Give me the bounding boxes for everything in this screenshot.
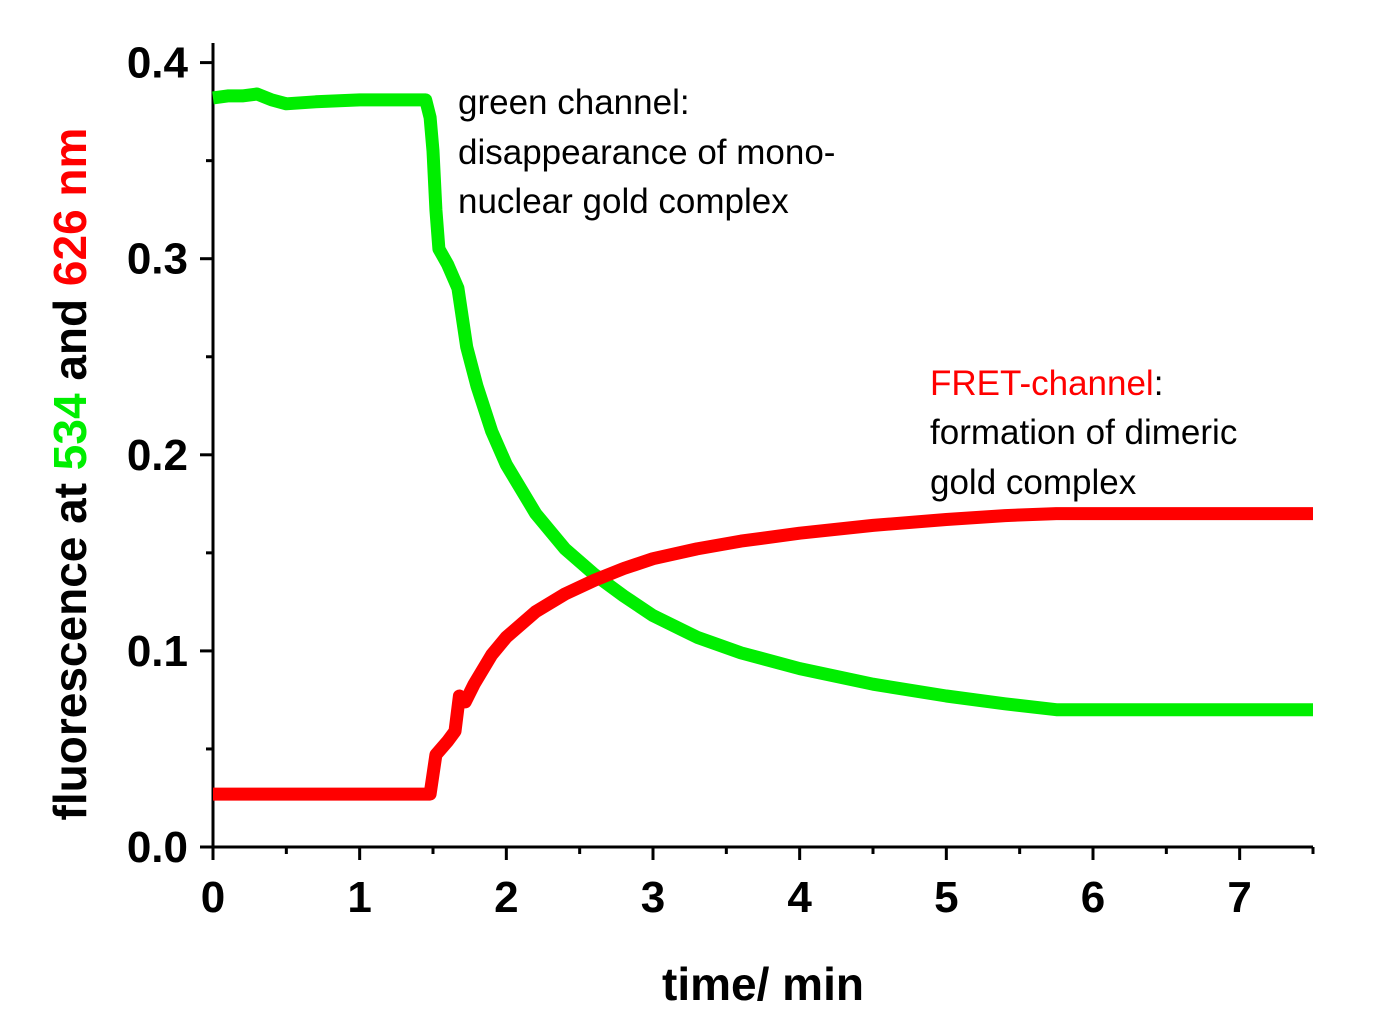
green-annotation-line-2: nuclear gold complex: [458, 182, 789, 221]
y-axis-ticks: 0.0 0.1 0.2 0.3 0.4: [127, 39, 213, 872]
series-line-green-channel: [212, 87, 1313, 717]
y-tick-label: 0.0: [127, 823, 188, 872]
x-tick-label: 5: [934, 873, 958, 922]
green-annotation-title: green channel:: [458, 83, 690, 122]
x-tick-label: 1: [347, 873, 371, 922]
x-tick-label: 7: [1227, 873, 1251, 922]
series-line-fret-channel: [213, 507, 1313, 801]
x-tick-label: 4: [787, 873, 812, 922]
fret-annotation: FRET-channel: formation of dimeric gold …: [930, 364, 1237, 502]
x-tick-label: 2: [494, 873, 518, 922]
y-tick-label: 0.2: [127, 431, 188, 480]
green-annotation-line-1: disappearance of mono-: [458, 133, 835, 172]
green-annotation: green channel: disappearance of mono- nu…: [458, 83, 835, 221]
x-tick-label: 6: [1081, 873, 1105, 922]
x-axis-title: time/ min: [662, 958, 864, 1010]
y-axis-title-part-0: fluorescence at: [44, 470, 96, 820]
fret-annotation-title-suffix: :: [1154, 364, 1164, 403]
y-axis-title-part-3: 626 nm: [44, 128, 96, 287]
x-tick-label: 0: [201, 873, 225, 922]
series-layer: [212, 87, 1313, 801]
fret-annotation-line-2: gold complex: [930, 463, 1137, 502]
y-tick-label: 0.3: [127, 235, 188, 284]
x-axis-ticks: 0 1 2 3 4 5 6 7: [201, 847, 1315, 922]
y-tick-label: 0.4: [127, 39, 189, 88]
fret-annotation-line-1: formation of dimeric: [930, 413, 1237, 452]
fret-annotation-title: FRET-channel:: [930, 364, 1163, 403]
y-axis-title: fluorescence at 534 and 626 nm: [44, 128, 96, 821]
y-axis-title-part-1: 534: [44, 393, 96, 470]
fret-annotation-title-colored: FRET-channel: [930, 364, 1154, 403]
axes: [211, 43, 1313, 849]
y-axis-title-part-2: and: [44, 286, 96, 393]
x-tick-label: 3: [641, 873, 665, 922]
y-tick-label: 0.1: [127, 627, 188, 676]
